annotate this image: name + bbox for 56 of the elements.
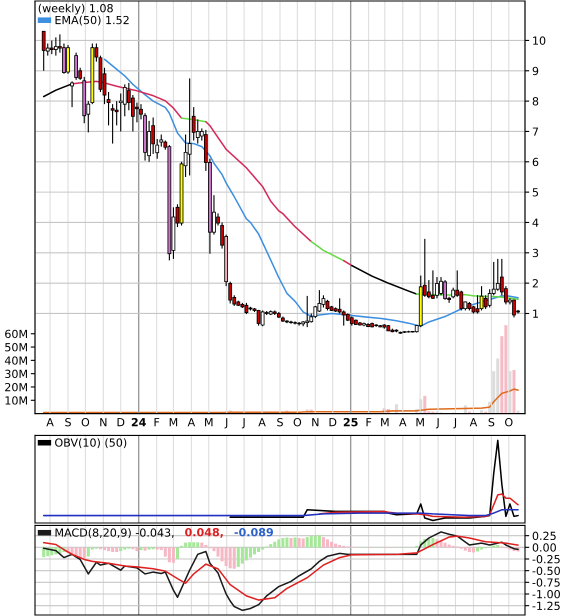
y-tick-label: -1.00: [532, 590, 560, 598]
y2-tick-label: 60M: [5, 330, 27, 338]
x-tick-label: F: [366, 418, 372, 426]
x-tick-label: S: [65, 418, 71, 426]
x-tick-label: N: [100, 418, 106, 426]
y-tick-label: -1.25: [532, 602, 560, 610]
y-tick-label: 5: [532, 188, 538, 197]
x-tick-label: J: [436, 418, 439, 428]
y-tick-label: -0.25: [532, 554, 560, 564]
y-tick-label: 9: [532, 66, 538, 76]
y2-tick-label: 20M: [5, 382, 27, 392]
legend-label: OBV(10) (50): [55, 438, 126, 448]
x-tick-label: O: [505, 418, 513, 426]
series-label: -0.089: [234, 528, 273, 536]
x-tick-label: M: [381, 418, 389, 426]
x-tick-label: 24: [132, 418, 146, 426]
y-tick-label: 4: [532, 218, 538, 227]
y-tick-label: 7: [532, 128, 538, 136]
x-tick-label: F: [154, 418, 160, 426]
x-tick-label: O: [294, 418, 302, 426]
y2-tick-label: 10M: [6, 396, 27, 405]
x-tick-label: J: [224, 418, 228, 428]
y-tick-label: 8: [532, 97, 538, 106]
y-tick-label: 10: [533, 36, 546, 45]
y-tick-label: 0.25: [532, 532, 556, 540]
y-tick-label: 6: [532, 158, 538, 166]
x-tick-label: D: [330, 418, 336, 426]
x-tick-label: M: [416, 418, 424, 426]
legend-label: MACD(8,20,9) -0.043,: [56, 528, 174, 538]
text: 0.048,: [185, 528, 223, 538]
x-tick-label: J: [242, 418, 245, 428]
x-tick-label: S: [277, 418, 283, 426]
y2-tick-label: 50M: [5, 343, 27, 352]
x-tick-label: A: [258, 418, 266, 426]
x-tick-label: A: [46, 418, 54, 426]
legend-label: EMA(50) 1.52: [56, 16, 129, 26]
x-tick-label: M: [205, 418, 212, 426]
y-tick-label: 0.00: [532, 543, 556, 552]
x-tick-label: N: [312, 418, 318, 426]
y2-tick-label: 40M: [4, 356, 27, 365]
y-tick-label: 1: [533, 310, 538, 318]
y-tick-label: -0.50: [532, 566, 560, 576]
x-tick-label: D: [118, 418, 124, 426]
x-tick-label: A: [399, 418, 406, 426]
y-tick-label: 2: [532, 279, 538, 288]
x-tick-label: A: [470, 418, 478, 426]
x-tick-label: A: [188, 418, 196, 426]
x-tick-label: S: [488, 418, 494, 426]
y-tick-label: 3: [532, 248, 538, 258]
chart-title: (weekly) 1.08: [38, 4, 113, 15]
x-tick-label: O: [82, 418, 90, 426]
x-tick-label: M: [170, 418, 178, 426]
y-tick-label: -0.75: [532, 578, 560, 587]
y2-tick-label: 30M: [5, 370, 27, 378]
x-tick-label: 25: [344, 418, 358, 426]
x-tick-label: J: [453, 418, 456, 428]
